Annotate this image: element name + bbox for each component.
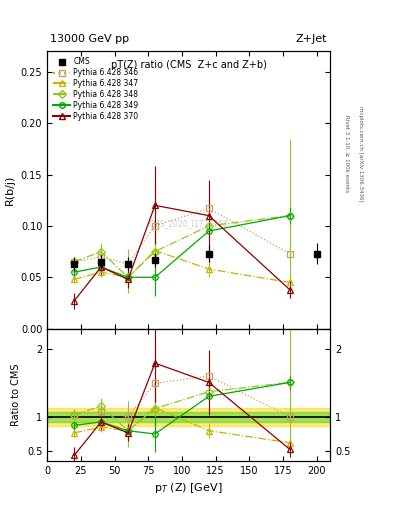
Text: pT(Z) ratio (CMS  Z+c and Z+b): pT(Z) ratio (CMS Z+c and Z+b)	[111, 59, 266, 70]
Text: mcplots.cern.ch [arXiv:1306.3436]: mcplots.cern.ch [arXiv:1306.3436]	[358, 106, 363, 201]
X-axis label: p$_T$ (Z) [GeV]: p$_T$ (Z) [GeV]	[154, 481, 223, 495]
Text: CMS_2020_I1776758: CMS_2020_I1776758	[149, 219, 228, 228]
Text: 13000 GeV pp: 13000 GeV pp	[50, 34, 129, 44]
Text: Z+Jet: Z+Jet	[296, 34, 327, 44]
Y-axis label: Ratio to CMS: Ratio to CMS	[11, 364, 21, 426]
Text: Rivet 3.1.10, ≥ 100k events: Rivet 3.1.10, ≥ 100k events	[344, 115, 349, 192]
Bar	[47, 412, 330, 421]
Y-axis label: R(b/j): R(b/j)	[5, 175, 15, 205]
Bar	[47, 408, 330, 425]
Legend: CMS, Pythia 6.428 346, Pythia 6.428 347, Pythia 6.428 348, Pythia 6.428 349, Pyt: CMS, Pythia 6.428 346, Pythia 6.428 347,…	[50, 54, 141, 124]
